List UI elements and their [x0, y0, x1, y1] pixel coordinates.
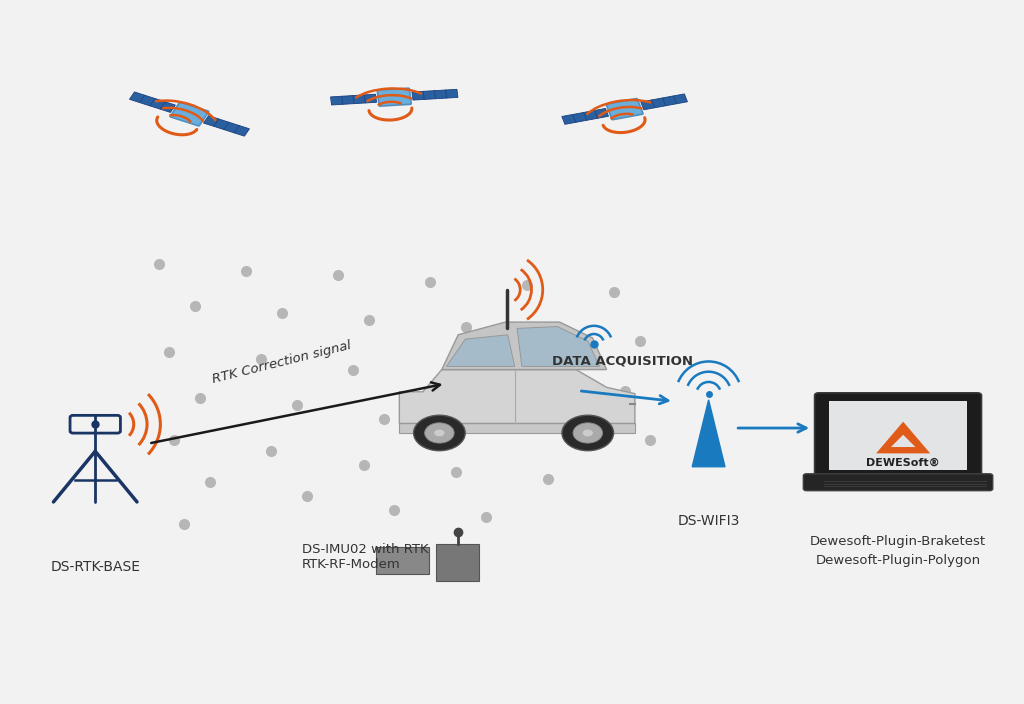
- FancyBboxPatch shape: [377, 88, 412, 106]
- Bar: [376, 547, 429, 574]
- Polygon shape: [399, 423, 635, 433]
- FancyBboxPatch shape: [170, 102, 209, 126]
- Circle shape: [414, 415, 465, 451]
- Bar: [331, 94, 377, 105]
- Text: DATA ACQUISITION: DATA ACQUISITION: [552, 355, 693, 367]
- Text: DS-IMU02 with RTK
RTK-RF-Modem: DS-IMU02 with RTK RTK-RF-Modem: [302, 543, 429, 572]
- Polygon shape: [692, 400, 725, 467]
- Bar: [412, 89, 458, 100]
- Bar: [436, 544, 479, 581]
- Circle shape: [434, 429, 444, 436]
- Text: Dewesoft-Plugin-Braketest
Dewesoft-Plugin-Polygon: Dewesoft-Plugin-Braketest Dewesoft-Plugi…: [810, 535, 986, 567]
- Circle shape: [573, 423, 602, 443]
- Circle shape: [562, 415, 613, 451]
- Bar: [204, 115, 250, 136]
- Text: DS-RTK-BASE: DS-RTK-BASE: [50, 560, 140, 574]
- Circle shape: [583, 429, 593, 436]
- FancyBboxPatch shape: [606, 99, 643, 120]
- Bar: [829, 401, 967, 470]
- Polygon shape: [517, 327, 600, 366]
- Polygon shape: [441, 322, 606, 370]
- Polygon shape: [877, 422, 930, 453]
- Circle shape: [425, 423, 455, 443]
- Text: DS-WIFI3: DS-WIFI3: [678, 514, 739, 528]
- Bar: [129, 92, 175, 113]
- Bar: [641, 94, 687, 110]
- FancyBboxPatch shape: [815, 393, 981, 479]
- FancyBboxPatch shape: [803, 474, 993, 491]
- Bar: [562, 108, 608, 125]
- Polygon shape: [891, 435, 915, 447]
- Text: RTK Correction signal: RTK Correction signal: [211, 339, 352, 386]
- Polygon shape: [446, 335, 515, 366]
- Polygon shape: [399, 370, 635, 423]
- Text: DEWESoft®: DEWESoft®: [866, 458, 940, 467]
